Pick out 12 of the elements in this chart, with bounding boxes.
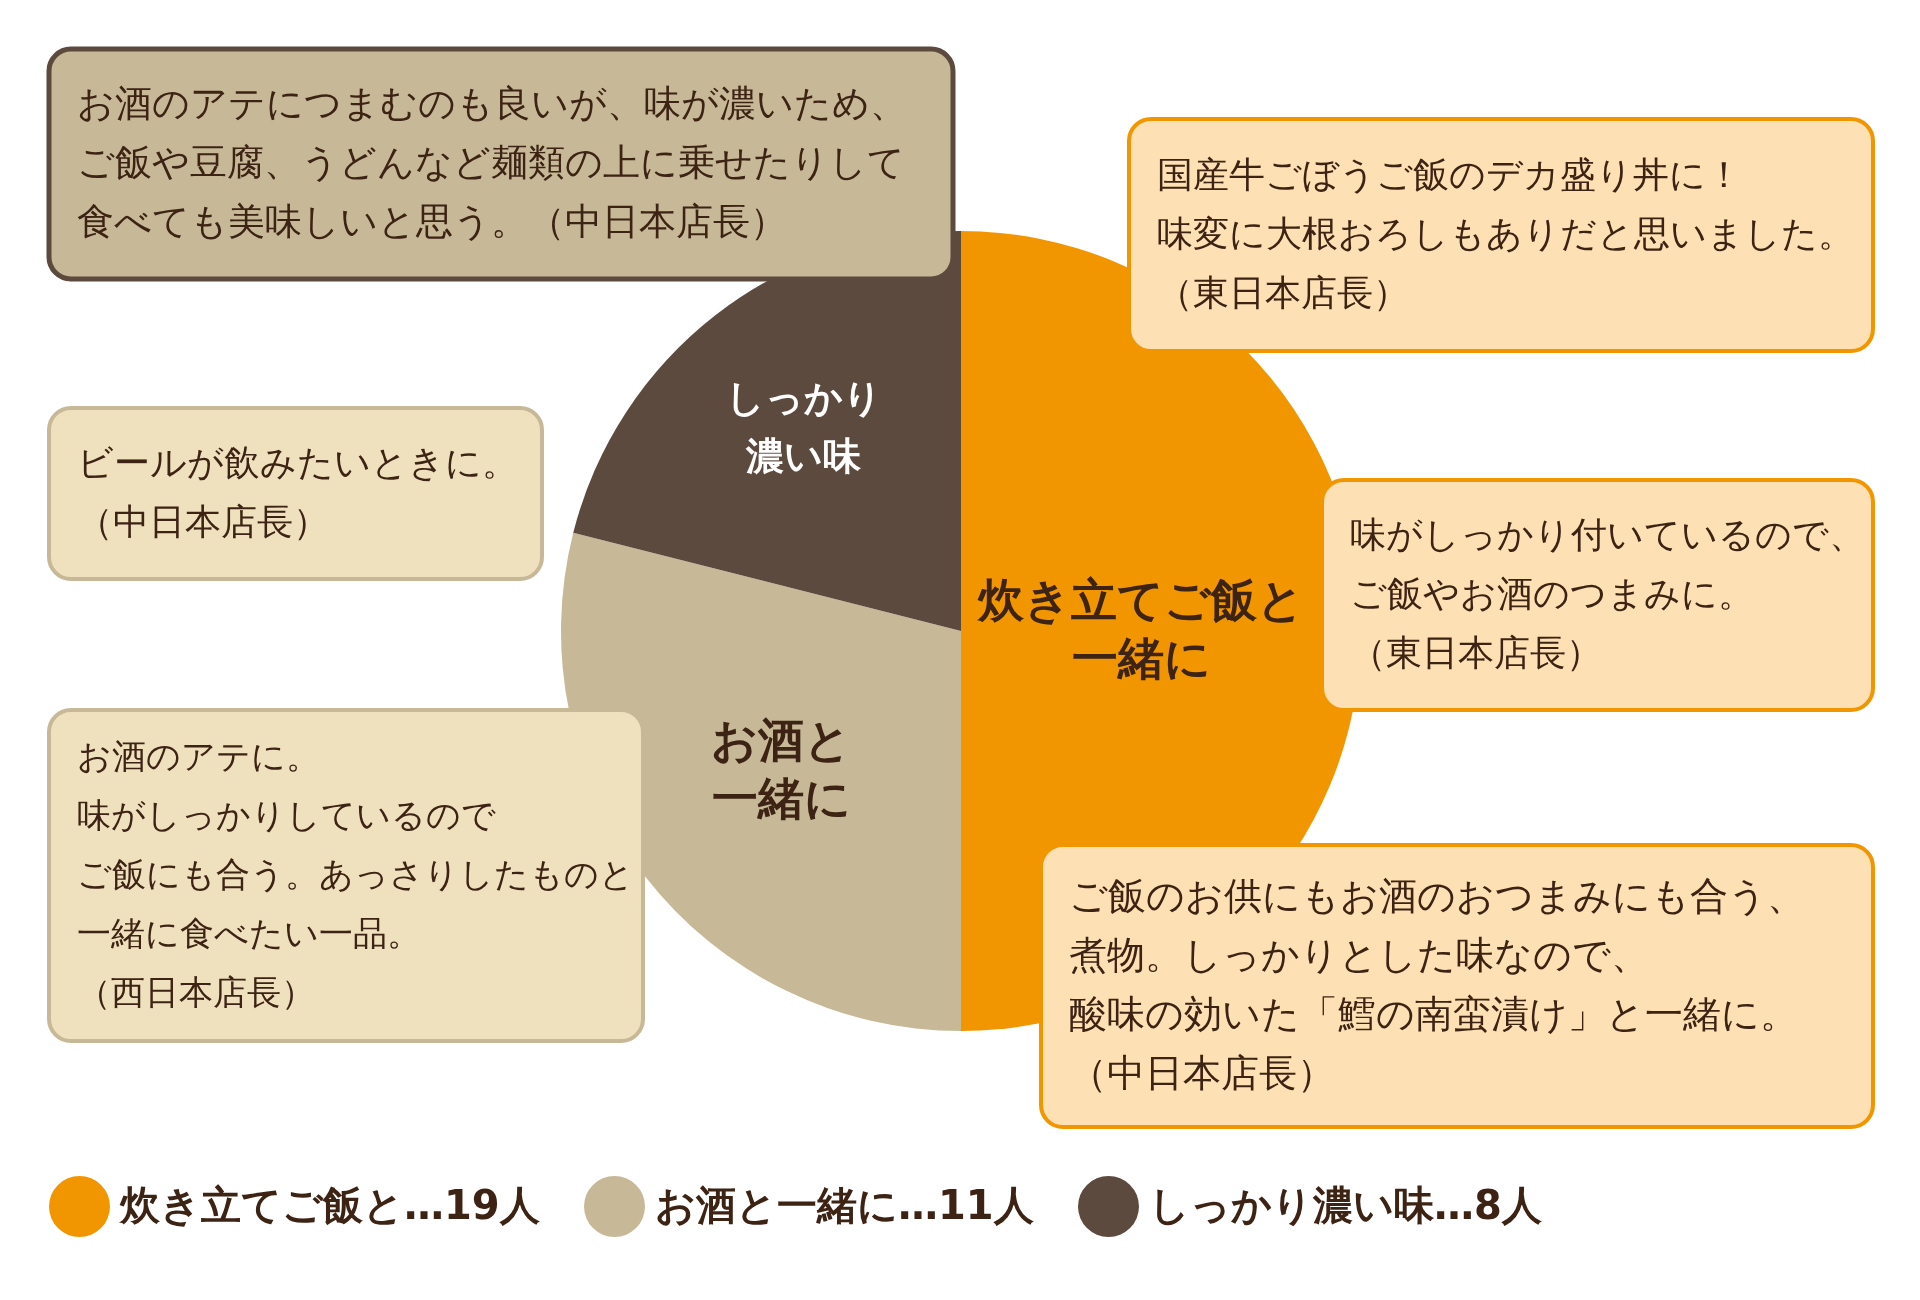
text: お酒と一緒に xyxy=(711,713,852,826)
text: 味がしっかり付いているので、ご飯やお酒のつまみに。（東日本店長） xyxy=(1350,514,1865,673)
legend-label: お酒と一緒に…11人 xyxy=(655,1181,1035,1228)
text: お酒のアテに。味がしっかりしているのでご飯にも合う。あっさりしたものと一緒に食べたい一品。（西日本店長） xyxy=(77,735,634,1012)
text: しっかり濃い味 xyxy=(725,375,882,478)
legend-label: 炊き立てご飯と…19人 xyxy=(118,1181,541,1228)
text: 国産牛ごぼうご飯のデカ盛り丼に！味変に大根おろしもありだと思いました。（東日本店長） xyxy=(1157,154,1854,313)
text: 炊き立てご飯と一緒に xyxy=(976,573,1304,685)
text: ご飯のお供にもお酒のおつまみにも合う、煮物。しっかりとした味なので、酸味の効いた「鱈の南蛮漬け」と一緒に。（中日本店長） xyxy=(1069,873,1805,1095)
legend-label: しっかり濃い味…8人 xyxy=(1149,1181,1543,1228)
text: お酒のアテにつまむのも良いが、味が濃いため、ご飯や豆腐、うどんなど麺類の上に乗せたりして食べても美味しいと思う。（中日本店長） xyxy=(77,82,907,243)
text: ビールが飲みたいときに。（中日本店長） xyxy=(77,442,518,542)
